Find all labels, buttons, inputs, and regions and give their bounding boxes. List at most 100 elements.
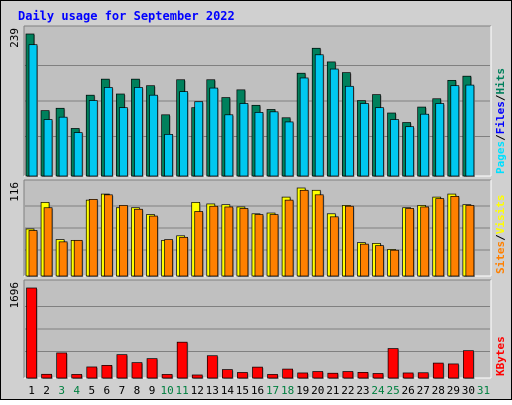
bar-files: Files day 23: 122 (360, 103, 370, 177)
bar-kbytes: KBytes day 28: 281 (432, 362, 445, 379)
x-tick-label: 6 (104, 384, 111, 397)
x-tick-label: 21 (326, 384, 339, 397)
legend-entry: Files (494, 101, 507, 134)
bar-files: Files day 15: 122 (239, 103, 249, 177)
x-tick-label: 5 (88, 384, 95, 397)
bar-sites: Sites day 12: 85 (194, 211, 204, 277)
x-tick-label: 2 (43, 384, 50, 397)
legend-entry: / (494, 134, 507, 141)
bar-kbytes: KBytes day 14: 159 (222, 369, 234, 379)
x-tick-label: 27 (417, 384, 430, 397)
legend-entry: Pages (494, 141, 507, 174)
bar-sites: Sites day 2: 90 (43, 207, 54, 277)
bar-kbytes: KBytes day 26: 95 (402, 372, 415, 379)
x-tick-label: 26 (402, 384, 415, 397)
x-tick-label: 23 (356, 384, 369, 397)
bar-sites: Sites day 4: 47 (73, 239, 84, 277)
bar-kbytes: KBytes day 22: 122 (342, 371, 354, 379)
bar-kbytes: KBytes day 5: 208 (86, 366, 98, 379)
bar-sites: Sites day 26: 89 (405, 208, 415, 277)
bar-files: Files day 19: 165 (299, 77, 310, 177)
bar-kbytes: KBytes day 30: 515 (463, 350, 475, 379)
bar-files: Files day 17: 108 (269, 111, 280, 177)
bar-sites: Sites day 27: 91 (420, 206, 430, 277)
bar-sites: Sites day 29: 105 (450, 195, 460, 277)
bar-files: Files day 4: 73 (73, 132, 84, 177)
bar-sites: Sites day 21: 78 (329, 216, 340, 277)
bar-files: Files day 26: 83 (405, 126, 415, 177)
bar-sites: Sites day 14: 91 (224, 206, 234, 277)
legend-entry: / (494, 94, 507, 101)
x-tick-label: 3 (58, 384, 65, 397)
legend-entry: Hits (494, 68, 507, 95)
bar-kbytes: KBytes day 3: 472 (56, 352, 68, 379)
series-files: Files day 1: 221 Files day 2: 95 Files day… (28, 44, 475, 177)
bar-files: Files day 21: 180 (329, 68, 340, 177)
x-tick-label: 10 (160, 384, 173, 397)
bar-kbytes: KBytes day 19: 95 (297, 372, 309, 379)
bar-kbytes: KBytes day 4: 67 (71, 374, 83, 379)
x-tick-label: 12 (191, 384, 204, 397)
legend-entry: Sites (494, 241, 507, 274)
bar-files: Files day 8: 149 (134, 87, 144, 177)
bar-files: Files day 25: 95 (390, 119, 400, 177)
legend: Sites/Visits (494, 195, 507, 275)
bar-kbytes: KBytes day 20: 122 (312, 371, 324, 379)
x-tick-label: 9 (149, 384, 156, 397)
bar-sites: Sites day 19: 113 (299, 189, 310, 277)
bar-kbytes: KBytes day 27: 99 (417, 372, 430, 379)
bar-kbytes: KBytes day 11: 675 (176, 341, 189, 379)
bar-sites: Sites day 10: 48 (164, 239, 174, 277)
bar-files: Files day 2: 95 (43, 119, 54, 177)
x-tick-label: 31 (477, 384, 490, 397)
bar-sites: Sites day 22: 92 (345, 205, 355, 277)
x-tick-label: 16 (251, 384, 264, 397)
bar-files: Files day 13: 148 (209, 87, 219, 177)
bar-kbytes: KBytes day 25: 555 (387, 348, 400, 379)
bar-files: Files day 10: 70 (164, 134, 174, 177)
bar-files: Files day 12: 125 (194, 101, 204, 177)
bar-sites: Sites day 7: 93 (119, 205, 129, 277)
bar-sites: Sites day 23: 42 (360, 243, 370, 277)
bar-sites: Sites day 6: 107 (103, 194, 114, 277)
x-tick-label: 17 (266, 384, 279, 397)
bar-sites: Sites day 17: 81 (269, 214, 280, 277)
bar-sites: Sites day 28: 102 (435, 198, 445, 277)
bar-kbytes: KBytes day 23: 106 (357, 372, 369, 379)
bar-sites: Sites day 9: 79 (149, 215, 159, 277)
x-tick-label: 13 (206, 384, 219, 397)
bar-kbytes: KBytes day 6: 238 (101, 365, 113, 379)
y-max-label: 116 (8, 182, 21, 202)
legend: KBytes (494, 336, 507, 376)
x-tick-label: 1 (28, 384, 35, 397)
bar-files: Files day 3: 99 (58, 116, 69, 177)
bar-kbytes: KBytes day 13: 420 (206, 355, 219, 379)
legend-entry: KBytes (494, 336, 507, 376)
bar-files: Files day 20: 204 (314, 54, 325, 177)
x-tick-label: 15 (236, 384, 249, 397)
bar-files: Files day 1: 221 (28, 44, 38, 177)
bar-kbytes: KBytes day 29: 265 (447, 363, 460, 379)
bar-files: Files day 5: 127 (88, 100, 99, 177)
bar-files: Files day 24: 115 (375, 107, 385, 177)
legend-entry: / (494, 234, 507, 241)
bar-sites: Sites day 13: 92 (209, 205, 219, 277)
bar-sites: Sites day 25: 34 (390, 249, 400, 277)
x-tick-label: 19 (296, 384, 309, 397)
bar-kbytes: KBytes day 9: 365 (146, 358, 159, 379)
bar-files: Files day 9: 136 (149, 94, 159, 177)
bar-kbytes: KBytes day 7: 440 (116, 354, 128, 379)
bar-kbytes: KBytes day 18: 168 (282, 368, 294, 379)
bar-files: Files day 29: 152 (450, 85, 460, 177)
series-sites: Sites day 1: 60 Sites day 2: 90 Sites day … (28, 189, 475, 277)
bar-kbytes: KBytes day 8: 290 (131, 362, 143, 379)
bar-kbytes: KBytes day 10: 67 (161, 374, 174, 379)
x-tick-label: 4 (73, 384, 80, 397)
bar-files: Files day 6: 149 (103, 87, 114, 177)
bar-sites: Sites day 11: 51 (179, 236, 189, 277)
